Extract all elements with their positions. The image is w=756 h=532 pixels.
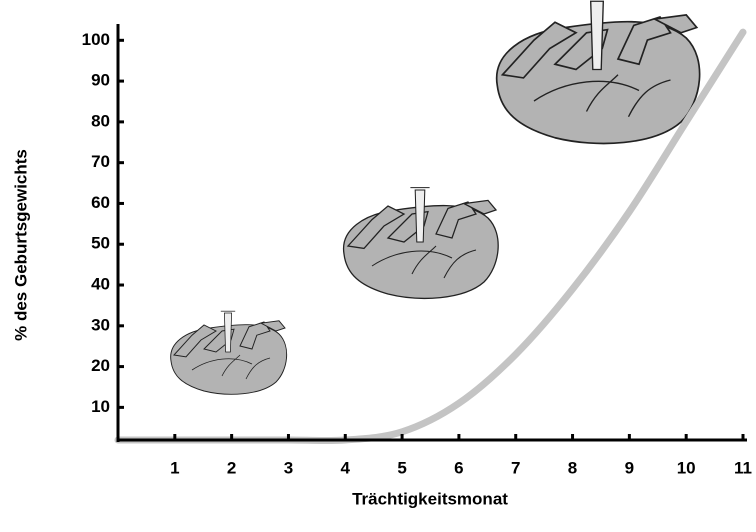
y-tick-label: 80 xyxy=(91,111,110,130)
fetus-illustration xyxy=(170,0,701,395)
x-tick-label: 6 xyxy=(454,458,463,477)
y-tick-label: 20 xyxy=(91,356,110,375)
y-tick-label: 50 xyxy=(91,234,110,253)
x-axis-title: Trächtigkeitsmonat xyxy=(352,489,508,508)
x-tick-label: 3 xyxy=(284,458,293,477)
x-tick-label: 11 xyxy=(734,458,752,477)
x-tick-label: 4 xyxy=(341,458,351,477)
y-tick-label: 40 xyxy=(91,275,110,294)
x-tick-label: 8 xyxy=(568,458,577,477)
y-tick-label: 30 xyxy=(91,315,110,334)
y-axis-title: % des Geburtsgewichts xyxy=(11,149,30,341)
y-tick-label: 100 xyxy=(82,30,110,49)
x-tick-label: 5 xyxy=(397,458,406,477)
x-tick-label: 10 xyxy=(677,458,696,477)
x-tick-label: 9 xyxy=(625,458,634,477)
y-tick-label: 70 xyxy=(91,152,110,171)
y-tick-label: 10 xyxy=(91,397,110,416)
x-tick-label: 2 xyxy=(227,458,236,477)
x-tick-label: 7 xyxy=(511,458,520,477)
y-tick-label: 60 xyxy=(91,193,110,212)
y-tick-label: 90 xyxy=(91,71,110,90)
x-tick-label: 1 xyxy=(170,458,179,477)
